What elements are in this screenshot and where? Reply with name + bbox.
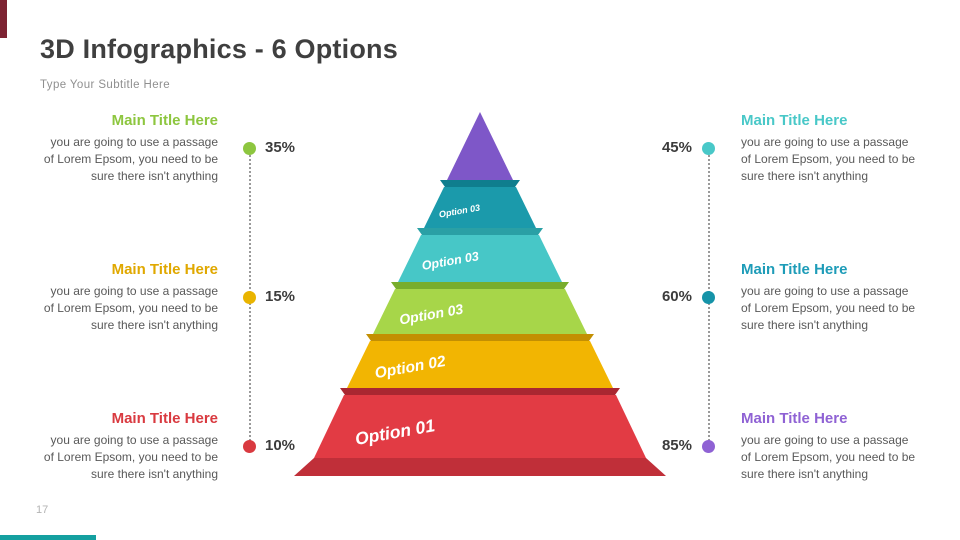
percent-dot-right-3 [702, 440, 715, 453]
pyramid-level-4: Option 03 [373, 282, 587, 334]
callout-right-1: Main Title Here you are going to use a p… [741, 112, 919, 185]
pyramid-level-3-ledge [417, 228, 543, 235]
percent-dot-left-2 [243, 291, 256, 304]
percent-label-right-3: 85% [661, 437, 692, 454]
percent-label-left-2: 15% [265, 288, 296, 305]
page-title: 3D Infographics - 6 Options [40, 34, 398, 64]
callout-body: you are going to use a passage of Lorem … [741, 284, 916, 332]
pyramid-level-3-face [398, 235, 562, 282]
callout-left-3: Main Title Here you are going to use a p… [40, 410, 218, 483]
callout-body: you are going to use a passage of Lorem … [43, 433, 218, 481]
callout-title: Main Title Here [741, 112, 848, 129]
callout-right-2: Main Title Here you are going to use a p… [741, 261, 919, 334]
pyramid-level-6-ledge [340, 388, 620, 395]
pyramid-level-5-face [347, 341, 613, 388]
percent-dot-left-3 [243, 440, 256, 453]
pyramid-level-5-ledge [366, 334, 594, 341]
top-accent-bar [0, 0, 7, 38]
percent-label-left-1: 35% [265, 139, 296, 156]
pyramid-level-5: Option 02 [347, 334, 613, 388]
percent-label-right-1: 45% [661, 139, 692, 156]
callout-body: you are going to use a passage of Lorem … [43, 284, 218, 332]
callout-title: Main Title Here [111, 261, 218, 278]
callout-left-1: Main Title Here you are going to use a p… [40, 112, 218, 185]
pyramid-level-4-face [373, 289, 587, 334]
pyramid-level-4-ledge [391, 282, 569, 289]
pyramid-level-6: Option 01 [294, 388, 666, 476]
callout-title: Main Title Here [741, 410, 848, 427]
callout-right-3: Main Title Here you are going to use a p… [741, 410, 919, 483]
callout-title: Main Title Here [741, 261, 848, 278]
percent-dot-left-1 [243, 142, 256, 155]
pyramid-level-6-face [314, 395, 646, 458]
callout-title: Main Title Here [111, 410, 218, 427]
pyramid-level-2: Option 03 [424, 180, 536, 228]
pyramid-level-3: Option 03 [398, 228, 562, 282]
pyramid-level-6-base [294, 458, 666, 476]
callout-title: Main Title Here [111, 112, 218, 129]
percent-dot-right-1 [702, 142, 715, 155]
callout-body: you are going to use a passage of Lorem … [43, 135, 218, 183]
callout-body: you are going to use a passage of Lorem … [741, 135, 916, 183]
percent-label-left-3: 10% [265, 437, 296, 454]
pyramid-apex [447, 112, 513, 180]
bottom-accent-bar [0, 535, 96, 540]
callout-left-2: Main Title Here you are going to use a p… [40, 261, 218, 334]
percent-label-right-2: 60% [661, 288, 692, 305]
pyramid-level-2-ledge [440, 180, 520, 187]
pyramid-level-2-face [424, 187, 536, 228]
percent-dot-right-2 [702, 291, 715, 304]
page-number: 17 [36, 504, 49, 516]
callout-body: you are going to use a passage of Lorem … [741, 433, 916, 481]
page-subtitle: Type Your Subtitle Here [40, 79, 171, 91]
pyramid-chart: Option 03 Option 03 Option 03 Option 02 … [294, 112, 666, 476]
